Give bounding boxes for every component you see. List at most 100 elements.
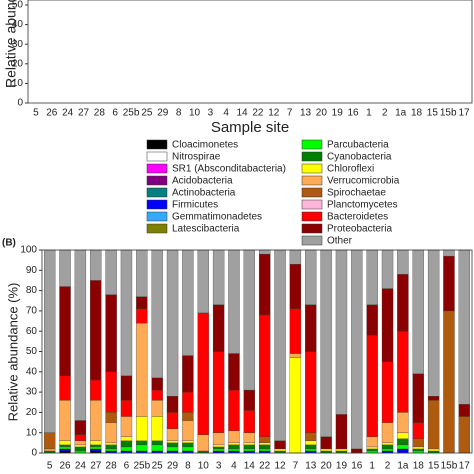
bar-segment bbox=[90, 280, 102, 381]
bar-segment bbox=[228, 444, 240, 450]
bar-segment bbox=[120, 249, 133, 377]
x-tick-label: 19 bbox=[332, 108, 344, 119]
bar-segment bbox=[212, 249, 225, 305]
bar-segment bbox=[105, 444, 117, 450]
bar-segment bbox=[166, 428, 179, 441]
legend-label: Gemmatimonadetes bbox=[172, 212, 262, 223]
legend-swatch bbox=[146, 175, 168, 186]
y-tick-label: 0 bbox=[31, 448, 37, 459]
x-tick-label: 13 bbox=[300, 108, 312, 119]
bar-segment bbox=[289, 264, 302, 310]
axes-box bbox=[41, 249, 473, 454]
bar-segment bbox=[427, 400, 440, 450]
bar-segment bbox=[366, 304, 378, 336]
bar-segment bbox=[74, 249, 87, 421]
bar-segment bbox=[320, 249, 332, 437]
bar-segment bbox=[136, 308, 148, 324]
bar-segment bbox=[397, 274, 409, 332]
bar-segment bbox=[59, 440, 71, 446]
bar-segment bbox=[458, 416, 470, 454]
bar-segment bbox=[289, 308, 302, 354]
bar-segment bbox=[366, 448, 378, 452]
legend-label: Firmicutes bbox=[172, 200, 218, 211]
y-tick-label: 40 bbox=[12, 19, 24, 30]
x-tick-label: 8 bbox=[176, 108, 182, 119]
x-tick-label: 7 bbox=[293, 461, 299, 472]
legend-label: Latescibacteria bbox=[172, 224, 240, 235]
bar-segment bbox=[136, 322, 148, 417]
x-tick-label: 17 bbox=[459, 108, 471, 119]
legend-swatch bbox=[301, 211, 323, 222]
bar-segment bbox=[59, 400, 71, 441]
bar-segment bbox=[458, 249, 470, 405]
bar-segment bbox=[305, 440, 317, 446]
bar-segment bbox=[44, 249, 56, 433]
legend-swatch bbox=[301, 187, 323, 198]
bar-segment bbox=[258, 442, 271, 446]
legend-label: Cyanobacteria bbox=[327, 152, 392, 163]
x-tick-label: 6 bbox=[124, 461, 130, 472]
bar-segment bbox=[59, 448, 71, 452]
bar-segment bbox=[427, 396, 440, 401]
x-tick-label: 13 bbox=[305, 461, 317, 472]
legend-swatch bbox=[301, 151, 323, 162]
bar-segment bbox=[90, 400, 102, 441]
x-tick-label: 29 bbox=[167, 461, 179, 472]
bar-segment bbox=[397, 432, 409, 439]
y-axis-label: Relative abundance (%) bbox=[5, 283, 20, 422]
x-tick-label: 19 bbox=[336, 461, 348, 472]
legend-label: Planctomycetes bbox=[327, 200, 398, 211]
bar-segment bbox=[151, 416, 163, 441]
bar-segment bbox=[212, 432, 225, 446]
y-tick-label: 80 bbox=[26, 285, 38, 296]
bar-segment bbox=[274, 249, 286, 441]
bar-segment bbox=[151, 377, 163, 391]
legend-swatch bbox=[301, 199, 323, 210]
x-tick-label: 27 bbox=[90, 461, 102, 472]
bar-segment bbox=[397, 438, 409, 446]
bar-segment bbox=[120, 375, 133, 401]
bar-segment bbox=[136, 296, 148, 310]
bar-segment bbox=[59, 446, 71, 450]
bar-segment bbox=[274, 440, 286, 450]
bar-segment bbox=[366, 446, 378, 450]
x-tick-label: 22 bbox=[259, 461, 271, 472]
x-tick-label: 29 bbox=[157, 108, 169, 119]
x-tick-label: 25b bbox=[123, 108, 140, 119]
x-tick-label: 18 bbox=[413, 461, 425, 472]
y-tick-label: 20 bbox=[12, 58, 24, 69]
legend-swatch bbox=[301, 175, 323, 186]
y-tick-label: 30 bbox=[12, 39, 24, 50]
bar-segment bbox=[381, 422, 394, 443]
bar-segment bbox=[366, 249, 378, 305]
bar-segment bbox=[166, 249, 179, 397]
bar-segment bbox=[90, 448, 102, 452]
x-tick-label: 1a bbox=[395, 108, 407, 119]
bar-segment bbox=[166, 440, 179, 444]
y-tick-label: 50 bbox=[12, 0, 24, 11]
bar-segment bbox=[412, 373, 424, 423]
x-tick-label: 1 bbox=[366, 108, 372, 119]
y-tick-label: 50 bbox=[26, 346, 38, 357]
bar-segment bbox=[120, 400, 133, 417]
bar-segment bbox=[90, 440, 102, 446]
x-tick-label: 22 bbox=[252, 108, 264, 119]
bar-segment bbox=[74, 446, 87, 452]
bar-segment bbox=[44, 432, 56, 450]
bar-segment bbox=[228, 448, 240, 452]
bar-segment bbox=[59, 444, 71, 448]
y-axis-label: Relative abundance (%) bbox=[3, 0, 19, 88]
y-tick-label: 30 bbox=[26, 387, 38, 398]
bar-segment bbox=[258, 314, 271, 437]
bar-segment bbox=[105, 371, 117, 413]
bar-segment bbox=[212, 444, 225, 448]
bar-segment bbox=[228, 353, 240, 391]
bar-segment bbox=[381, 448, 394, 452]
legend-label: Parcubacteria bbox=[327, 140, 389, 151]
x-tick-label: 15 bbox=[427, 108, 439, 119]
bar-segment bbox=[182, 446, 194, 452]
bar-segment bbox=[243, 448, 256, 452]
bar-segment bbox=[136, 444, 148, 452]
legend-label: Nitrospirae bbox=[172, 152, 221, 163]
